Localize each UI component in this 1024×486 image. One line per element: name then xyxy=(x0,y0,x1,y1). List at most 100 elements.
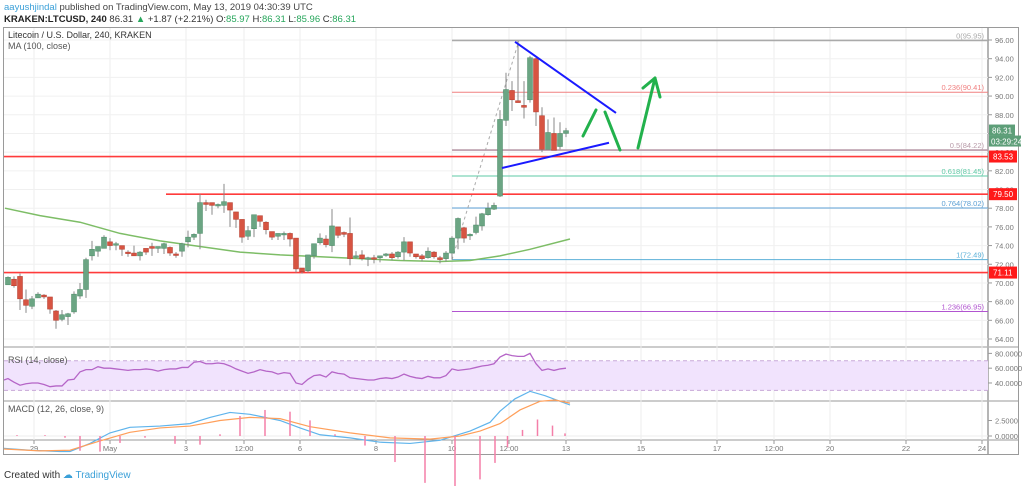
close-value: 86.31 xyxy=(332,14,357,25)
up-arrow-icon: ▲ xyxy=(135,14,146,25)
time-tick-label: 10 xyxy=(448,444,456,453)
candle-body xyxy=(473,224,479,233)
candle-body xyxy=(425,250,431,258)
candle-body xyxy=(545,132,551,150)
candle-body xyxy=(185,236,191,243)
price-tick-label: 76.00 xyxy=(995,223,1014,232)
rsi-line xyxy=(3,352,567,388)
green-arrow-up-long xyxy=(636,76,657,150)
high-label: H: xyxy=(252,14,262,25)
countdown-badge xyxy=(989,135,1021,147)
candle-body xyxy=(347,233,353,259)
candle-body xyxy=(461,227,467,239)
candle-body xyxy=(497,119,503,197)
price-tick-label: 74.00 xyxy=(995,242,1014,251)
candle-body xyxy=(197,202,203,234)
close-label: C: xyxy=(322,14,333,25)
time-tick-label: 12:00 xyxy=(765,444,784,453)
candle-body xyxy=(29,298,35,307)
candle-body xyxy=(431,251,437,258)
triangle-support-line xyxy=(501,141,610,169)
symbol: KRAKEN:LTCUSD, 240 xyxy=(4,14,107,25)
ma-legend: MA (100, close) xyxy=(8,41,71,51)
candle-body xyxy=(341,232,347,235)
fibonacci-trend-line xyxy=(451,40,520,260)
candle-body xyxy=(161,243,167,249)
candle-body xyxy=(299,267,305,272)
candle-body xyxy=(503,89,509,121)
time-tick-label: 22 xyxy=(902,444,910,453)
time-tick-label: 29 xyxy=(30,444,38,453)
price-tick-label: 68.00 xyxy=(995,298,1014,307)
price-tick-label: 92.00 xyxy=(995,73,1014,82)
candle-body xyxy=(527,57,533,101)
candle-body xyxy=(209,202,215,206)
candle-body xyxy=(563,130,569,134)
price-tick-label: 70.00 xyxy=(995,279,1014,288)
candle-body xyxy=(371,257,377,260)
chart-frame xyxy=(3,27,1019,455)
fibonacci-label: 0.236(90.41) xyxy=(941,83,984,92)
candle-body xyxy=(413,253,419,258)
candle-body xyxy=(275,233,281,237)
candle-body xyxy=(365,257,371,260)
rsi-band xyxy=(4,360,988,391)
candle-body xyxy=(401,241,407,253)
candle-body xyxy=(491,205,497,210)
candle-body xyxy=(53,310,59,321)
candle-body xyxy=(131,252,137,257)
created-with-text: Created with xyxy=(4,470,61,481)
candle-body xyxy=(479,213,485,227)
arrowhead-icon xyxy=(641,76,662,99)
candle-body xyxy=(551,133,557,151)
candle-body xyxy=(83,259,89,290)
tradingview-brand-link[interactable]: TradingView xyxy=(75,470,131,481)
price-tick-label: 88.00 xyxy=(995,111,1014,120)
candle-body xyxy=(191,234,197,238)
price-label-text: 83.53 xyxy=(993,153,1014,162)
time-tick-label: 15 xyxy=(637,444,645,453)
low-label: L: xyxy=(288,14,297,25)
last-price: 86.31 xyxy=(109,14,134,25)
candle-body xyxy=(107,241,113,246)
price-tick-label: 94.00 xyxy=(995,55,1014,64)
publish-info: aayushjindal published on TradingView.co… xyxy=(4,2,313,13)
tradingview-logo-icon: ☁ xyxy=(62,470,73,481)
candle-body xyxy=(155,246,161,249)
fibonacci-label: 0(95.95) xyxy=(956,31,984,40)
main-pane-title: Litecoin / U.S. Dollar, 240, KRAKEN xyxy=(8,30,152,40)
candle-body xyxy=(227,202,233,211)
candle-body xyxy=(257,215,263,222)
candle-body xyxy=(305,254,311,272)
last-price-text: 86.31 xyxy=(992,127,1013,136)
candle-body xyxy=(221,201,227,206)
time-tick-label: 12:00 xyxy=(500,444,519,453)
macd-legend: MACD (12, 26, close, 9) xyxy=(8,404,105,414)
candle-body xyxy=(407,241,413,254)
candle-body xyxy=(23,299,29,306)
high-value: 86.31 xyxy=(261,14,286,25)
candle-body xyxy=(269,231,275,238)
candle-body xyxy=(173,253,179,256)
candle-body xyxy=(179,243,185,252)
fibonacci-label: 1(72.49) xyxy=(956,251,984,260)
candle-body xyxy=(233,211,239,220)
candle-body xyxy=(167,247,173,254)
candle-body xyxy=(239,219,245,238)
price-tick-label: 90.00 xyxy=(995,92,1014,101)
candle-body xyxy=(377,255,383,258)
candle-body xyxy=(125,251,131,254)
author-link[interactable]: aayushjindal xyxy=(4,2,57,13)
time-tick-label: May xyxy=(103,444,117,453)
candle-body xyxy=(11,278,17,286)
time-tick-label: 12:00 xyxy=(235,444,254,453)
candle-body xyxy=(317,237,323,244)
candle-body xyxy=(137,251,143,257)
price-label-badge xyxy=(989,150,1017,163)
fibonacci-label: 1.236(66.95) xyxy=(941,302,984,311)
candle-body xyxy=(539,115,545,150)
candle-body xyxy=(311,243,317,257)
published-text: published on TradingView.com, May 13, 20… xyxy=(59,2,313,13)
candle-body xyxy=(203,202,209,205)
